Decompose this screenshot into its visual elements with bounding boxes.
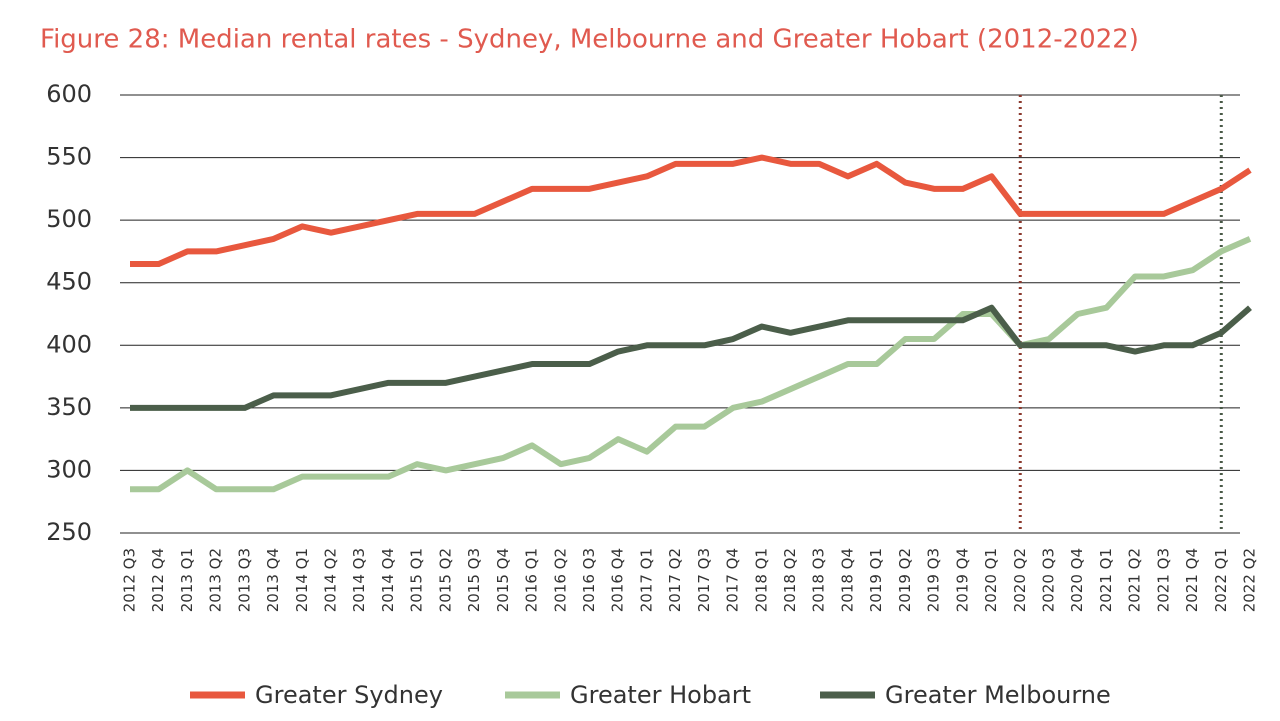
series-line (130, 304, 1252, 411)
series-line (130, 236, 1252, 493)
legend-label: Greater Sydney (255, 681, 443, 709)
x-tick-label: 2016 Q2 (551, 548, 569, 612)
x-tick-label: 2020 Q4 (1068, 548, 1086, 612)
x-tick-label: 2021 Q1 (1097, 548, 1115, 612)
x-tick-label: 2014 Q3 (350, 548, 368, 612)
x-tick-label: 2016 Q3 (580, 548, 598, 612)
x-tick-label: 2016 Q1 (523, 548, 541, 612)
y-tick-label: 450 (46, 268, 92, 296)
legend-label: Greater Hobart (570, 681, 751, 709)
y-tick-label: 250 (46, 518, 92, 546)
x-tick-label: 2014 Q4 (379, 548, 397, 612)
x-tick-label: 2019 Q1 (867, 548, 885, 612)
x-tick-label: 2021 Q4 (1183, 548, 1201, 612)
x-tick-label: 2017 Q1 (637, 548, 655, 612)
x-tick-label: 2019 Q2 (896, 548, 914, 612)
x-tick-label: 2017 Q2 (666, 548, 684, 612)
x-tick-label: 2014 Q2 (322, 548, 340, 612)
x-tick-label: 2012 Q3 (121, 548, 139, 612)
x-tick-label: 2013 Q4 (264, 548, 282, 612)
y-tick-label: 550 (46, 143, 92, 171)
x-tick-label: 2020 Q2 (1011, 548, 1029, 612)
x-tick-label: 2022 Q1 (1212, 548, 1230, 612)
x-tick-label: 2019 Q3 (925, 548, 943, 612)
x-tick-label: 2018 Q2 (781, 548, 799, 612)
chart-title: Figure 28: Median rental rates - Sydney,… (40, 25, 1139, 55)
x-tick-label: 2019 Q4 (953, 548, 971, 612)
y-tick-label: 300 (46, 455, 92, 483)
x-tick-label: 2013 Q2 (207, 548, 225, 612)
x-tick-label: 2014 Q1 (293, 548, 311, 612)
x-tick-label: 2021 Q3 (1154, 548, 1172, 612)
x-tick-label: 2016 Q4 (609, 548, 627, 612)
y-tick-label: 500 (46, 205, 92, 233)
x-tick-label: 2018 Q1 (752, 548, 770, 612)
x-tick-label: 2015 Q2 (436, 548, 454, 612)
x-tick-label: 2017 Q4 (724, 548, 742, 612)
y-tick-label: 350 (46, 393, 92, 421)
x-tick-label: 2022 Q2 (1241, 548, 1259, 612)
y-tick-label: 400 (46, 330, 92, 358)
legend-label: Greater Melbourne (885, 681, 1111, 709)
y-tick-label: 600 (46, 80, 92, 108)
x-tick-label: 2021 Q2 (1126, 548, 1144, 612)
x-tick-label: 2012 Q4 (149, 548, 167, 612)
x-tick-label: 2020 Q1 (982, 548, 1000, 612)
x-tick-label: 2015 Q3 (465, 548, 483, 612)
x-tick-label: 2013 Q1 (178, 548, 196, 612)
x-tick-label: 2015 Q1 (408, 548, 426, 612)
x-tick-label: 2020 Q3 (1039, 548, 1057, 612)
x-tick-label: 2018 Q3 (810, 548, 828, 612)
x-tick-label: 2015 Q4 (494, 548, 512, 612)
x-tick-label: 2017 Q3 (695, 548, 713, 612)
x-tick-label: 2013 Q3 (235, 548, 253, 612)
x-tick-label: 2018 Q4 (838, 548, 856, 612)
series-line (130, 154, 1252, 267)
